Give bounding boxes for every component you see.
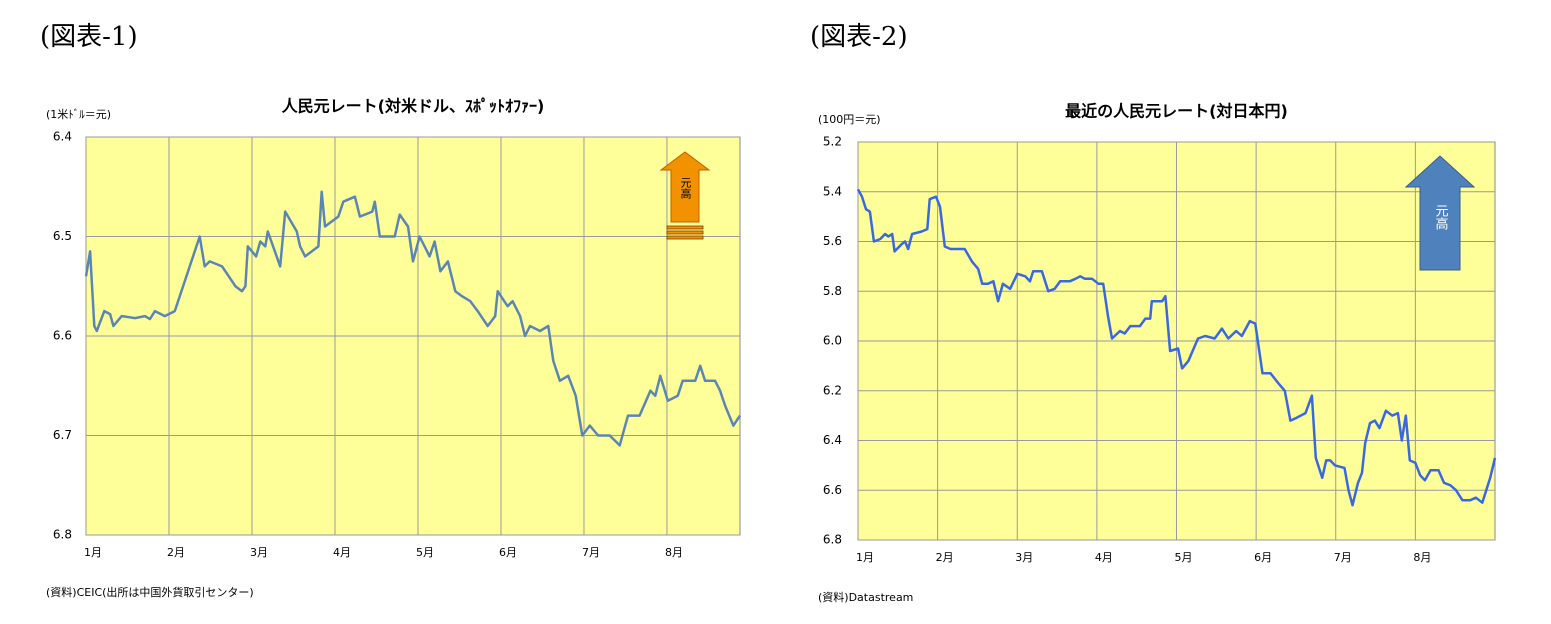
x-tick-label: 6月: [1254, 551, 1272, 564]
y-tick-label: 6.7: [53, 428, 72, 442]
y-tick-label: 5.6: [823, 234, 842, 248]
annotation: 元高: [1433, 204, 1449, 230]
chart-title: 最近の人民元レート(対日本円): [1065, 102, 1288, 121]
arrow-base: [666, 230, 704, 235]
y-tick-label: 5.4: [823, 184, 842, 198]
data-line: [856, 188, 1497, 507]
arrow: [1404, 155, 1476, 271]
x-tick-label: 1月: [856, 551, 874, 564]
chart: 6.4 6.5 6.6 6.7 6.8 1月 2月 3月 4月 5月 6月 7月 8月 人民元レート(対米…: [46, 97, 742, 599]
x-tick-label: 3月: [1015, 551, 1033, 564]
x-tick-label: 4月: [333, 546, 351, 559]
y-unit-label: (1米ﾄﾞﾙ＝元): [46, 108, 111, 121]
x-tick-label: 4月: [1095, 551, 1113, 564]
y-tick-label: 6.0: [823, 334, 842, 348]
x-tick-label: 3月: [250, 546, 268, 559]
x-tick-label: 8月: [1413, 551, 1431, 564]
y-tick-label: 6.6: [53, 329, 72, 343]
x-tick-label: 5月: [416, 546, 434, 559]
data-line: [84, 190, 742, 447]
y-tick-label: 6.8: [823, 533, 842, 547]
x-tick-label: 5月: [1175, 551, 1193, 564]
y-tick-label: 6.5: [53, 229, 72, 243]
annotation: 元高: [679, 177, 692, 200]
y-tick-label: 6.4: [823, 433, 842, 447]
arrow: [659, 151, 711, 223]
x-tick-label: 7月: [582, 546, 600, 559]
arrow-base: [666, 225, 704, 230]
x-tick-label: 7月: [1334, 551, 1352, 564]
x-tick-label: 1月: [84, 546, 102, 559]
chart: 5.2 5.4 5.6 5.8 6.0 6.2 6.4 6.6 6.8 1月 2月 3月 4月 5月 6月 7…: [818, 102, 1497, 604]
chart-title: 人民元レート(対米ドル、ｽﾎﾟｯﾄｵﾌｧｰ): [282, 97, 545, 116]
y-tick-label: 6.2: [823, 383, 842, 397]
y-unit-label: (100円＝元): [818, 113, 881, 126]
figure-label: (図表-2): [810, 22, 908, 52]
y-tick-label: 5.2: [823, 135, 842, 149]
figure-label: (図表-1): [40, 22, 138, 52]
source-note: (資料)CEIC(出所は中国外貨取引センター): [46, 585, 254, 599]
y-tick-label: 5.8: [823, 284, 842, 298]
y-tick-label: 6.4: [53, 130, 72, 144]
x-tick-label: 6月: [499, 546, 517, 559]
source-note: (資料)Datastream: [818, 590, 913, 604]
arrow-base: [666, 235, 704, 240]
x-tick-label: 2月: [936, 551, 954, 564]
y-tick-label: 6.8: [53, 528, 72, 542]
x-tick-label: 2月: [167, 546, 185, 559]
y-tick-label: 6.6: [823, 483, 842, 497]
x-tick-label: 8月: [665, 546, 683, 559]
